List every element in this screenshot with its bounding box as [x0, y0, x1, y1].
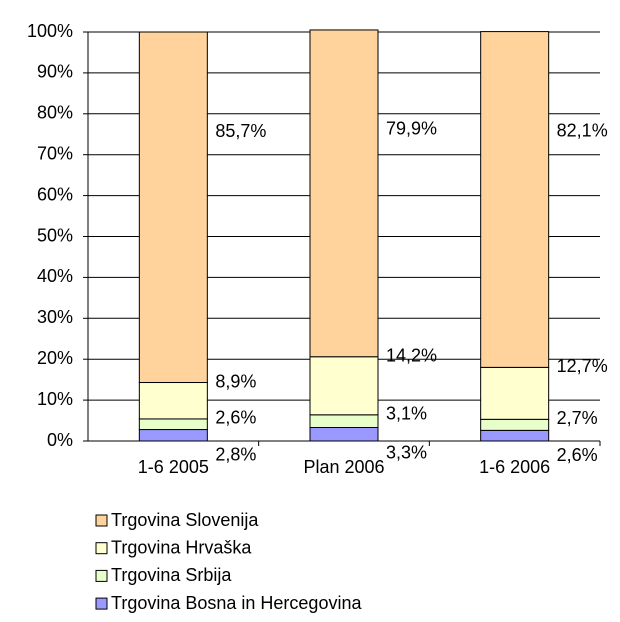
x-tick-label: 1-6 2006	[479, 457, 550, 477]
y-tick-label: 70%	[37, 143, 73, 163]
bar-segment	[138, 418, 208, 431]
bar-segment	[309, 427, 379, 442]
x-tick-label: Plan 2006	[303, 457, 384, 477]
bar-segment	[480, 366, 550, 420]
bar-segment	[480, 418, 550, 431]
y-tick-label: 20%	[37, 348, 73, 368]
legend-swatch	[95, 514, 108, 527]
legend-swatch	[95, 542, 108, 555]
value-label: 12,7%	[557, 356, 608, 376]
value-label: 85,7%	[215, 121, 266, 141]
bar-segment	[138, 31, 208, 384]
bar-segment	[480, 429, 550, 442]
y-tick-label: 50%	[37, 225, 73, 245]
value-label: 8,9%	[215, 371, 256, 391]
bar-segment	[138, 429, 208, 442]
value-label: 14,2%	[386, 345, 437, 365]
legend-swatch	[95, 597, 108, 610]
value-label: 2,6%	[557, 445, 598, 465]
y-tick-label: 100%	[27, 21, 73, 41]
legend-label: Trgovina Srbija	[111, 565, 232, 585]
value-label: 2,6%	[215, 408, 256, 428]
value-label: 3,3%	[386, 442, 427, 462]
bar-segment	[138, 382, 208, 420]
bar-segment	[309, 29, 379, 358]
value-label: 2,8%	[215, 444, 256, 464]
y-tick-label: 90%	[37, 62, 73, 82]
y-tick-label: 0%	[47, 430, 73, 450]
y-tick-label: 40%	[37, 266, 73, 286]
legend-label: Trgovina Hrvaška	[111, 537, 252, 557]
bar-segment	[480, 31, 550, 368]
legend-label: Trgovina Bosna in Hercegovina	[111, 593, 362, 613]
bar-segment	[309, 414, 379, 429]
value-label: 82,1%	[557, 120, 608, 140]
y-tick-label: 60%	[37, 184, 73, 204]
y-tick-label: 80%	[37, 103, 73, 123]
y-tick-label: 30%	[37, 307, 73, 327]
x-tick-label: 1-6 2005	[138, 457, 209, 477]
legend-swatch	[95, 569, 108, 582]
value-label: 3,1%	[386, 404, 427, 424]
value-label: 2,7%	[557, 408, 598, 428]
y-tick-label: 10%	[37, 389, 73, 409]
legend-label: Trgovina Slovenija	[111, 510, 259, 530]
value-label: 79,9%	[386, 119, 437, 139]
bar-segment	[309, 356, 379, 416]
